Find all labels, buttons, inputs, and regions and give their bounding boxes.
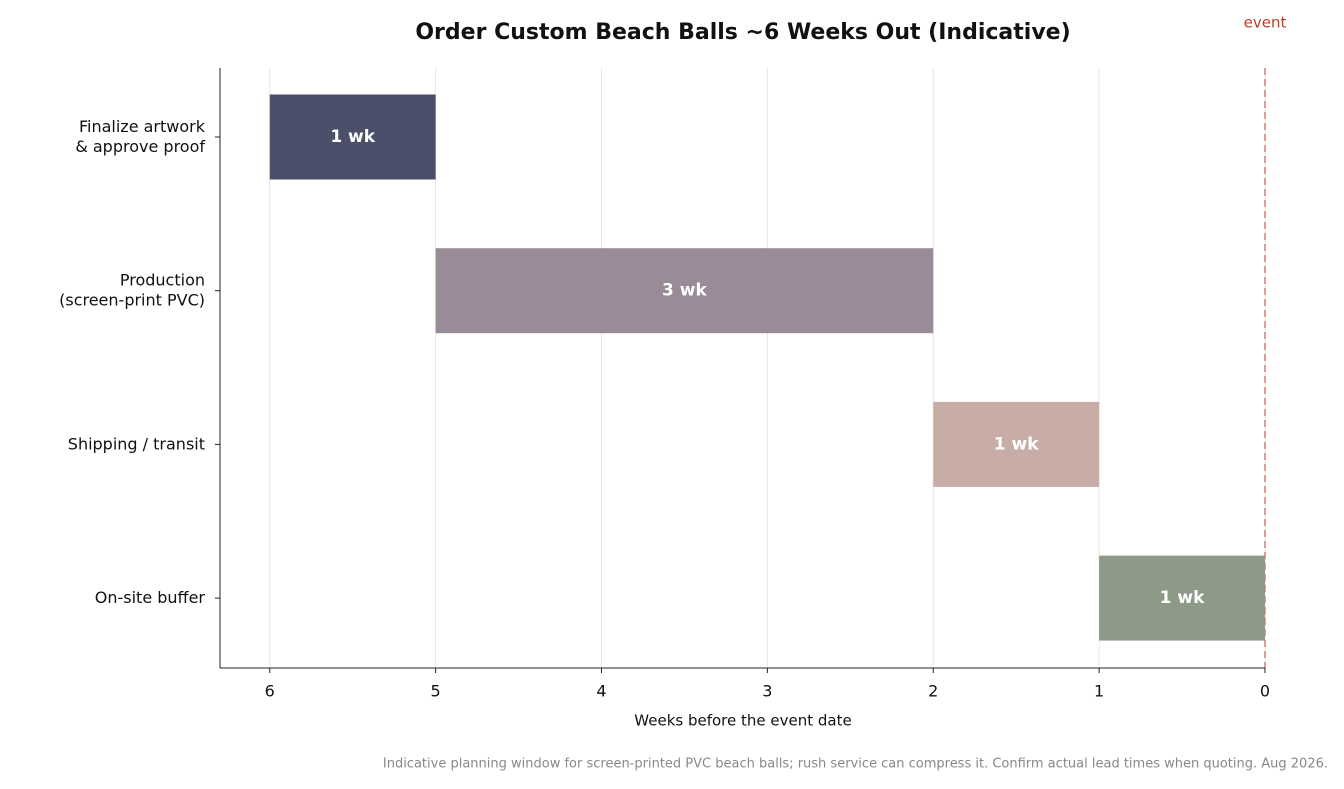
y-tick-label-line: (screen-print PVC) [59,290,205,309]
bar-label: 1 wk [330,127,375,147]
y-tick-label-line: Finalize artwork [79,117,206,136]
y-tick-label-line: Shipping / transit [68,434,205,453]
x-tick-label: 4 [596,682,606,701]
bar [435,248,934,334]
y-tick-label: On-site buffer [95,588,206,607]
x-axis-label: Weeks before the event date [634,712,851,730]
x-tick-label: 5 [431,682,441,701]
x-tick-label: 0 [1260,682,1270,701]
bar-label: 1 wk [1160,588,1205,608]
event-label: event [1244,14,1287,32]
x-tick-label: 2 [928,682,938,701]
bar-label: 1 wk [994,434,1039,454]
x-tick-label: 6 [265,682,275,701]
y-tick-label: Production (screen-print PVC) [59,270,205,309]
y-tick-label-line: Production [120,270,205,289]
x-tick-label: 3 [762,682,772,701]
y-tick-label-line: & approve proof [75,137,205,156]
footnote: Indicative planning window for screen-pr… [383,757,1328,772]
y-tick-label-line: On-site buffer [95,588,206,607]
y-tick-label: Finalize artwork & approve proof [75,117,205,156]
bar-label: 3 wk [662,281,707,301]
bar [269,94,436,180]
bar [1099,555,1265,641]
bar [933,401,1100,487]
y-tick-label: Shipping / transit [68,434,205,453]
x-tick-label: 1 [1094,682,1104,701]
chart-title: Order Custom Beach Balls ~6 Weeks Out (I… [415,20,1070,45]
